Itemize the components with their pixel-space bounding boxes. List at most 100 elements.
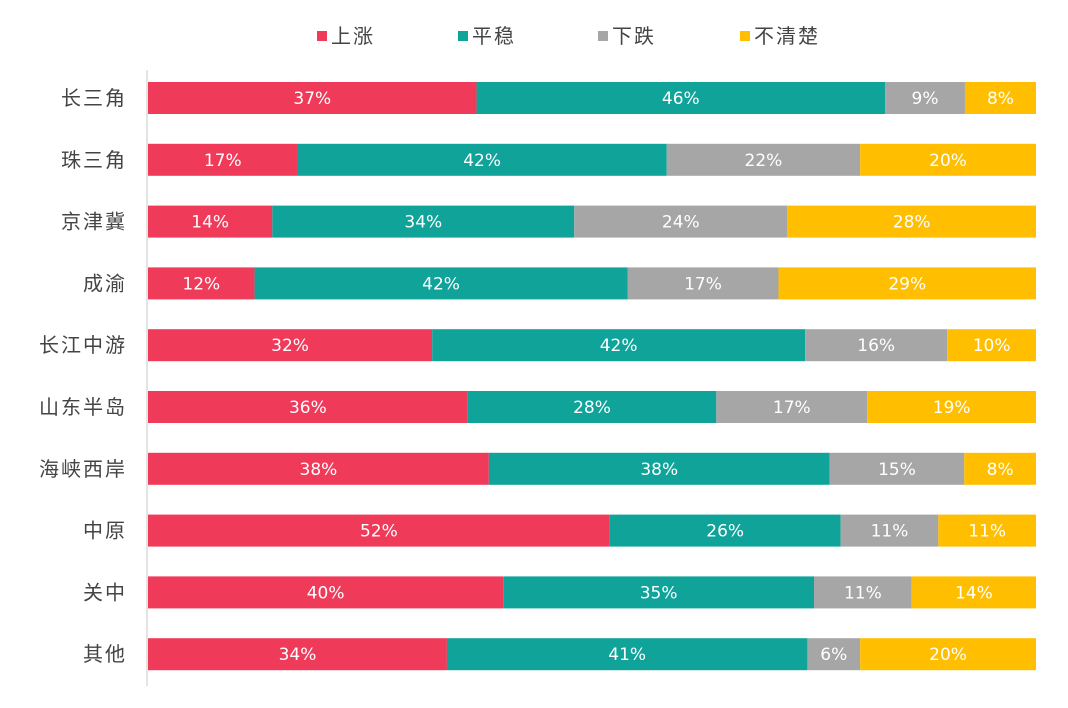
- data-label: 42%: [600, 336, 638, 356]
- bar-segment: [148, 267, 255, 300]
- bar-segment: [716, 391, 868, 423]
- data-label: 37%: [293, 89, 331, 109]
- bar-segment: [148, 329, 433, 362]
- data-label: 52%: [360, 522, 398, 542]
- legend-swatch: [458, 31, 468, 41]
- bar-segment: [860, 143, 1036, 176]
- bar-segment: [476, 82, 886, 114]
- legend-label: 平稳: [472, 24, 516, 48]
- bar-segment: [467, 391, 717, 423]
- data-label: 17%: [204, 151, 242, 171]
- data-label: 20%: [929, 645, 967, 665]
- bar-segment: [911, 576, 1036, 609]
- data-label: 42%: [463, 151, 501, 171]
- bar-segment: [148, 143, 298, 176]
- bar-segment: [938, 514, 1036, 547]
- bar-segment: [446, 638, 808, 671]
- bar-segment: [254, 267, 628, 300]
- category-label: 珠三角: [61, 148, 127, 172]
- bar-segment: [148, 391, 468, 423]
- bar-segment: [829, 452, 965, 485]
- data-label: 9%: [912, 89, 939, 109]
- bar-segment: [609, 514, 841, 547]
- data-label: 34%: [404, 213, 442, 233]
- bar-segment: [503, 576, 814, 609]
- data-label: 24%: [662, 213, 700, 233]
- category-label: 山东半岛: [39, 395, 127, 419]
- bar-segment: [574, 205, 788, 238]
- bar-segment: [885, 82, 965, 114]
- data-label: 40%: [307, 583, 345, 603]
- bar-segment: [148, 452, 489, 485]
- data-label: 11%: [968, 522, 1006, 542]
- bar-segment: [964, 452, 1036, 485]
- bar-segment: [148, 205, 273, 238]
- category-label: 海峡西岸: [39, 457, 127, 481]
- data-label: 38%: [300, 460, 338, 480]
- data-label: 17%: [773, 398, 811, 418]
- data-label: 8%: [987, 460, 1014, 480]
- bar-segment: [778, 267, 1036, 300]
- data-label: 41%: [608, 645, 646, 665]
- bar-segment: [272, 205, 575, 238]
- legend-swatch: [740, 31, 750, 41]
- legend-label: 上涨: [331, 24, 375, 48]
- bar-segment: [627, 267, 779, 300]
- bar-segment: [148, 82, 477, 114]
- bar-segment: [148, 514, 610, 547]
- data-label: 14%: [955, 583, 993, 603]
- bar-segment: [860, 638, 1036, 671]
- bar-segment: [814, 576, 912, 609]
- data-label: 17%: [684, 274, 722, 294]
- legend-label: 下跌: [612, 24, 656, 48]
- data-label: 32%: [271, 336, 309, 356]
- data-label: 29%: [888, 274, 926, 294]
- legend-swatch: [598, 31, 608, 41]
- data-label: 46%: [662, 89, 700, 109]
- bar-segment: [805, 329, 948, 362]
- data-label: 10%: [973, 336, 1011, 356]
- category-label: 成渝: [83, 271, 127, 295]
- bar-segment: [297, 143, 667, 176]
- category-label: 中原: [83, 519, 127, 543]
- category-label: 其他: [83, 642, 127, 666]
- data-label: 12%: [182, 274, 220, 294]
- data-label: 28%: [573, 398, 611, 418]
- legend-swatch: [317, 31, 327, 41]
- data-label: 8%: [987, 89, 1014, 109]
- bar-segment: [148, 638, 447, 671]
- bar-segment: [807, 638, 861, 671]
- bar-segment: [432, 329, 806, 362]
- data-label: 19%: [933, 398, 971, 418]
- data-label: 20%: [929, 151, 967, 171]
- data-label: 34%: [279, 645, 317, 665]
- bar-segment: [787, 205, 1036, 238]
- data-label: 26%: [706, 522, 744, 542]
- data-label: 28%: [893, 213, 931, 233]
- data-label: 16%: [857, 336, 895, 356]
- category-label: 长江中游: [39, 333, 127, 357]
- plot-area: 37% 46% 9% 8% 17% 42% 22% 20% 14% 34% 24% 28% 12% 42%…: [148, 82, 1036, 671]
- data-label: 42%: [422, 274, 460, 294]
- data-label: 11%: [844, 583, 882, 603]
- legend-label: 不清楚: [754, 24, 820, 48]
- data-label: 14%: [191, 213, 229, 233]
- bar-segment: [148, 576, 504, 609]
- category-label: 长三角: [61, 86, 127, 110]
- legend: 上涨 平稳 下跌 不清楚: [317, 24, 820, 48]
- data-label: 15%: [878, 460, 916, 480]
- data-label: 11%: [871, 522, 909, 542]
- data-label: 36%: [289, 398, 327, 418]
- data-label: 6%: [820, 645, 847, 665]
- data-label: 22%: [745, 151, 783, 171]
- bar-segment: [964, 82, 1036, 114]
- data-label: 35%: [640, 583, 678, 603]
- category-label: 关中: [83, 580, 127, 604]
- bar-segment: [947, 329, 1036, 362]
- bar-segment: [488, 452, 830, 485]
- category-label: 京津冀: [61, 210, 127, 234]
- bar-segment: [840, 514, 939, 547]
- data-label: 38%: [640, 460, 678, 480]
